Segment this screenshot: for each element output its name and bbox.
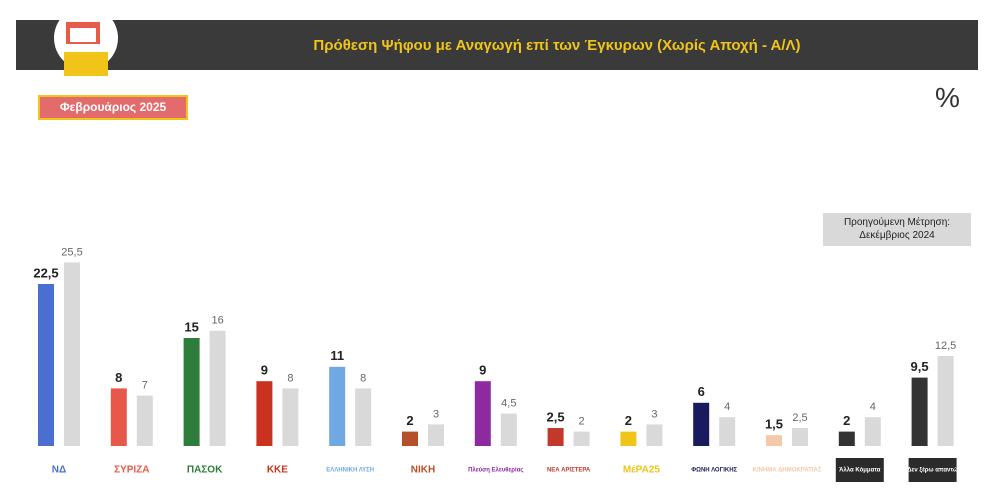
bar xyxy=(64,262,80,446)
period-badge: Φεβρουάριος 2025 xyxy=(38,95,188,120)
value-label: 3 xyxy=(433,408,439,420)
x-tick-label: ΠΑΣΟΚ xyxy=(187,465,223,476)
value-label: 11 xyxy=(330,348,344,363)
value-label: 8 xyxy=(115,370,122,385)
category-box xyxy=(908,458,957,482)
value-label: 1,5 xyxy=(765,417,783,432)
bar xyxy=(329,366,346,446)
value-label: 2 xyxy=(625,413,632,428)
x-tick-label: ΜέΡΑ25 xyxy=(623,465,661,476)
value-label: 4,5 xyxy=(501,398,516,410)
bar xyxy=(792,428,808,446)
x-tick-label: ΕΛΛΗΝΙΚΗ ΛΥΣΗ xyxy=(326,468,374,474)
bar xyxy=(256,381,273,446)
bar xyxy=(282,388,299,446)
header-icon xyxy=(54,6,118,76)
x-tick-label: ΝΔ xyxy=(52,465,66,476)
bar xyxy=(864,417,881,446)
chart-title: Πρόθεση Ψήφου με Αναγωγή επί των Έγκυρων… xyxy=(313,37,801,54)
value-label: 9 xyxy=(261,363,268,378)
value-label: 25,5 xyxy=(61,246,82,258)
bar xyxy=(547,428,564,446)
bar xyxy=(573,431,590,446)
bar xyxy=(911,377,928,446)
bar xyxy=(500,413,517,446)
bar xyxy=(183,338,200,446)
x-tick-label: ΚΙΝΗΜΑ ΔΗΜΟΚΡΑΤΙΑΣ xyxy=(753,468,822,474)
value-label: 4 xyxy=(870,401,876,413)
legend-box: Προηγούμενη Μέτρηση: Δεκέμβριος 2024 xyxy=(823,213,971,246)
value-label: 2 xyxy=(843,413,850,428)
bar xyxy=(937,356,954,446)
x-tick-label: ΣΥΡΙΖΑ xyxy=(114,465,149,476)
value-label: 6 xyxy=(698,384,705,399)
value-label: 4 xyxy=(724,401,730,413)
bar xyxy=(646,424,663,446)
bar xyxy=(719,417,736,446)
bar xyxy=(402,431,418,446)
bar xyxy=(110,388,127,446)
x-tick-label: Πλεύση Ελευθερίας xyxy=(468,468,523,474)
bar xyxy=(136,395,153,446)
bar xyxy=(693,402,710,446)
value-label: 2,5 xyxy=(547,409,565,424)
value-label: 12,5 xyxy=(935,340,956,352)
x-tick-label: Άλλα Κόμματα xyxy=(839,468,881,474)
x-tick-label: ΦΩΝΗ ΛΟΓΙΚΗΣ xyxy=(691,468,737,474)
value-label: 15 xyxy=(184,319,198,334)
bar xyxy=(474,381,491,446)
value-label: 2,5 xyxy=(792,412,807,424)
bar xyxy=(428,424,444,446)
x-tick-label: Δεν ξέρω απαντώ xyxy=(907,468,958,474)
bar xyxy=(620,431,637,446)
x-tick-label: ΝΕΑ ΑΡΙΣΤΕΡΑ xyxy=(547,468,591,474)
value-label: 2 xyxy=(579,416,585,428)
value-label: 9,5 xyxy=(911,359,929,374)
value-label: 8 xyxy=(360,372,366,384)
x-tick-label: ΝΙΚΗ xyxy=(411,465,435,476)
category-box xyxy=(835,458,884,482)
header: Πρόθεση Ψήφου με Αναγωγή επί των Έγκυρων… xyxy=(16,20,978,70)
value-label: 16 xyxy=(211,315,223,327)
bar xyxy=(766,435,782,446)
value-label: 22,5 xyxy=(33,265,58,280)
bar xyxy=(355,388,372,446)
x-tick-label: ΚΚΕ xyxy=(267,465,288,476)
value-label: 8 xyxy=(287,372,293,384)
bar xyxy=(209,330,226,446)
value-label: 9 xyxy=(479,363,486,378)
bar xyxy=(838,431,855,446)
value-label: 2 xyxy=(406,413,413,428)
value-label: 3 xyxy=(651,408,657,420)
value-label: 7 xyxy=(142,380,148,392)
bar xyxy=(38,284,54,446)
unit-mark: % xyxy=(935,82,960,113)
